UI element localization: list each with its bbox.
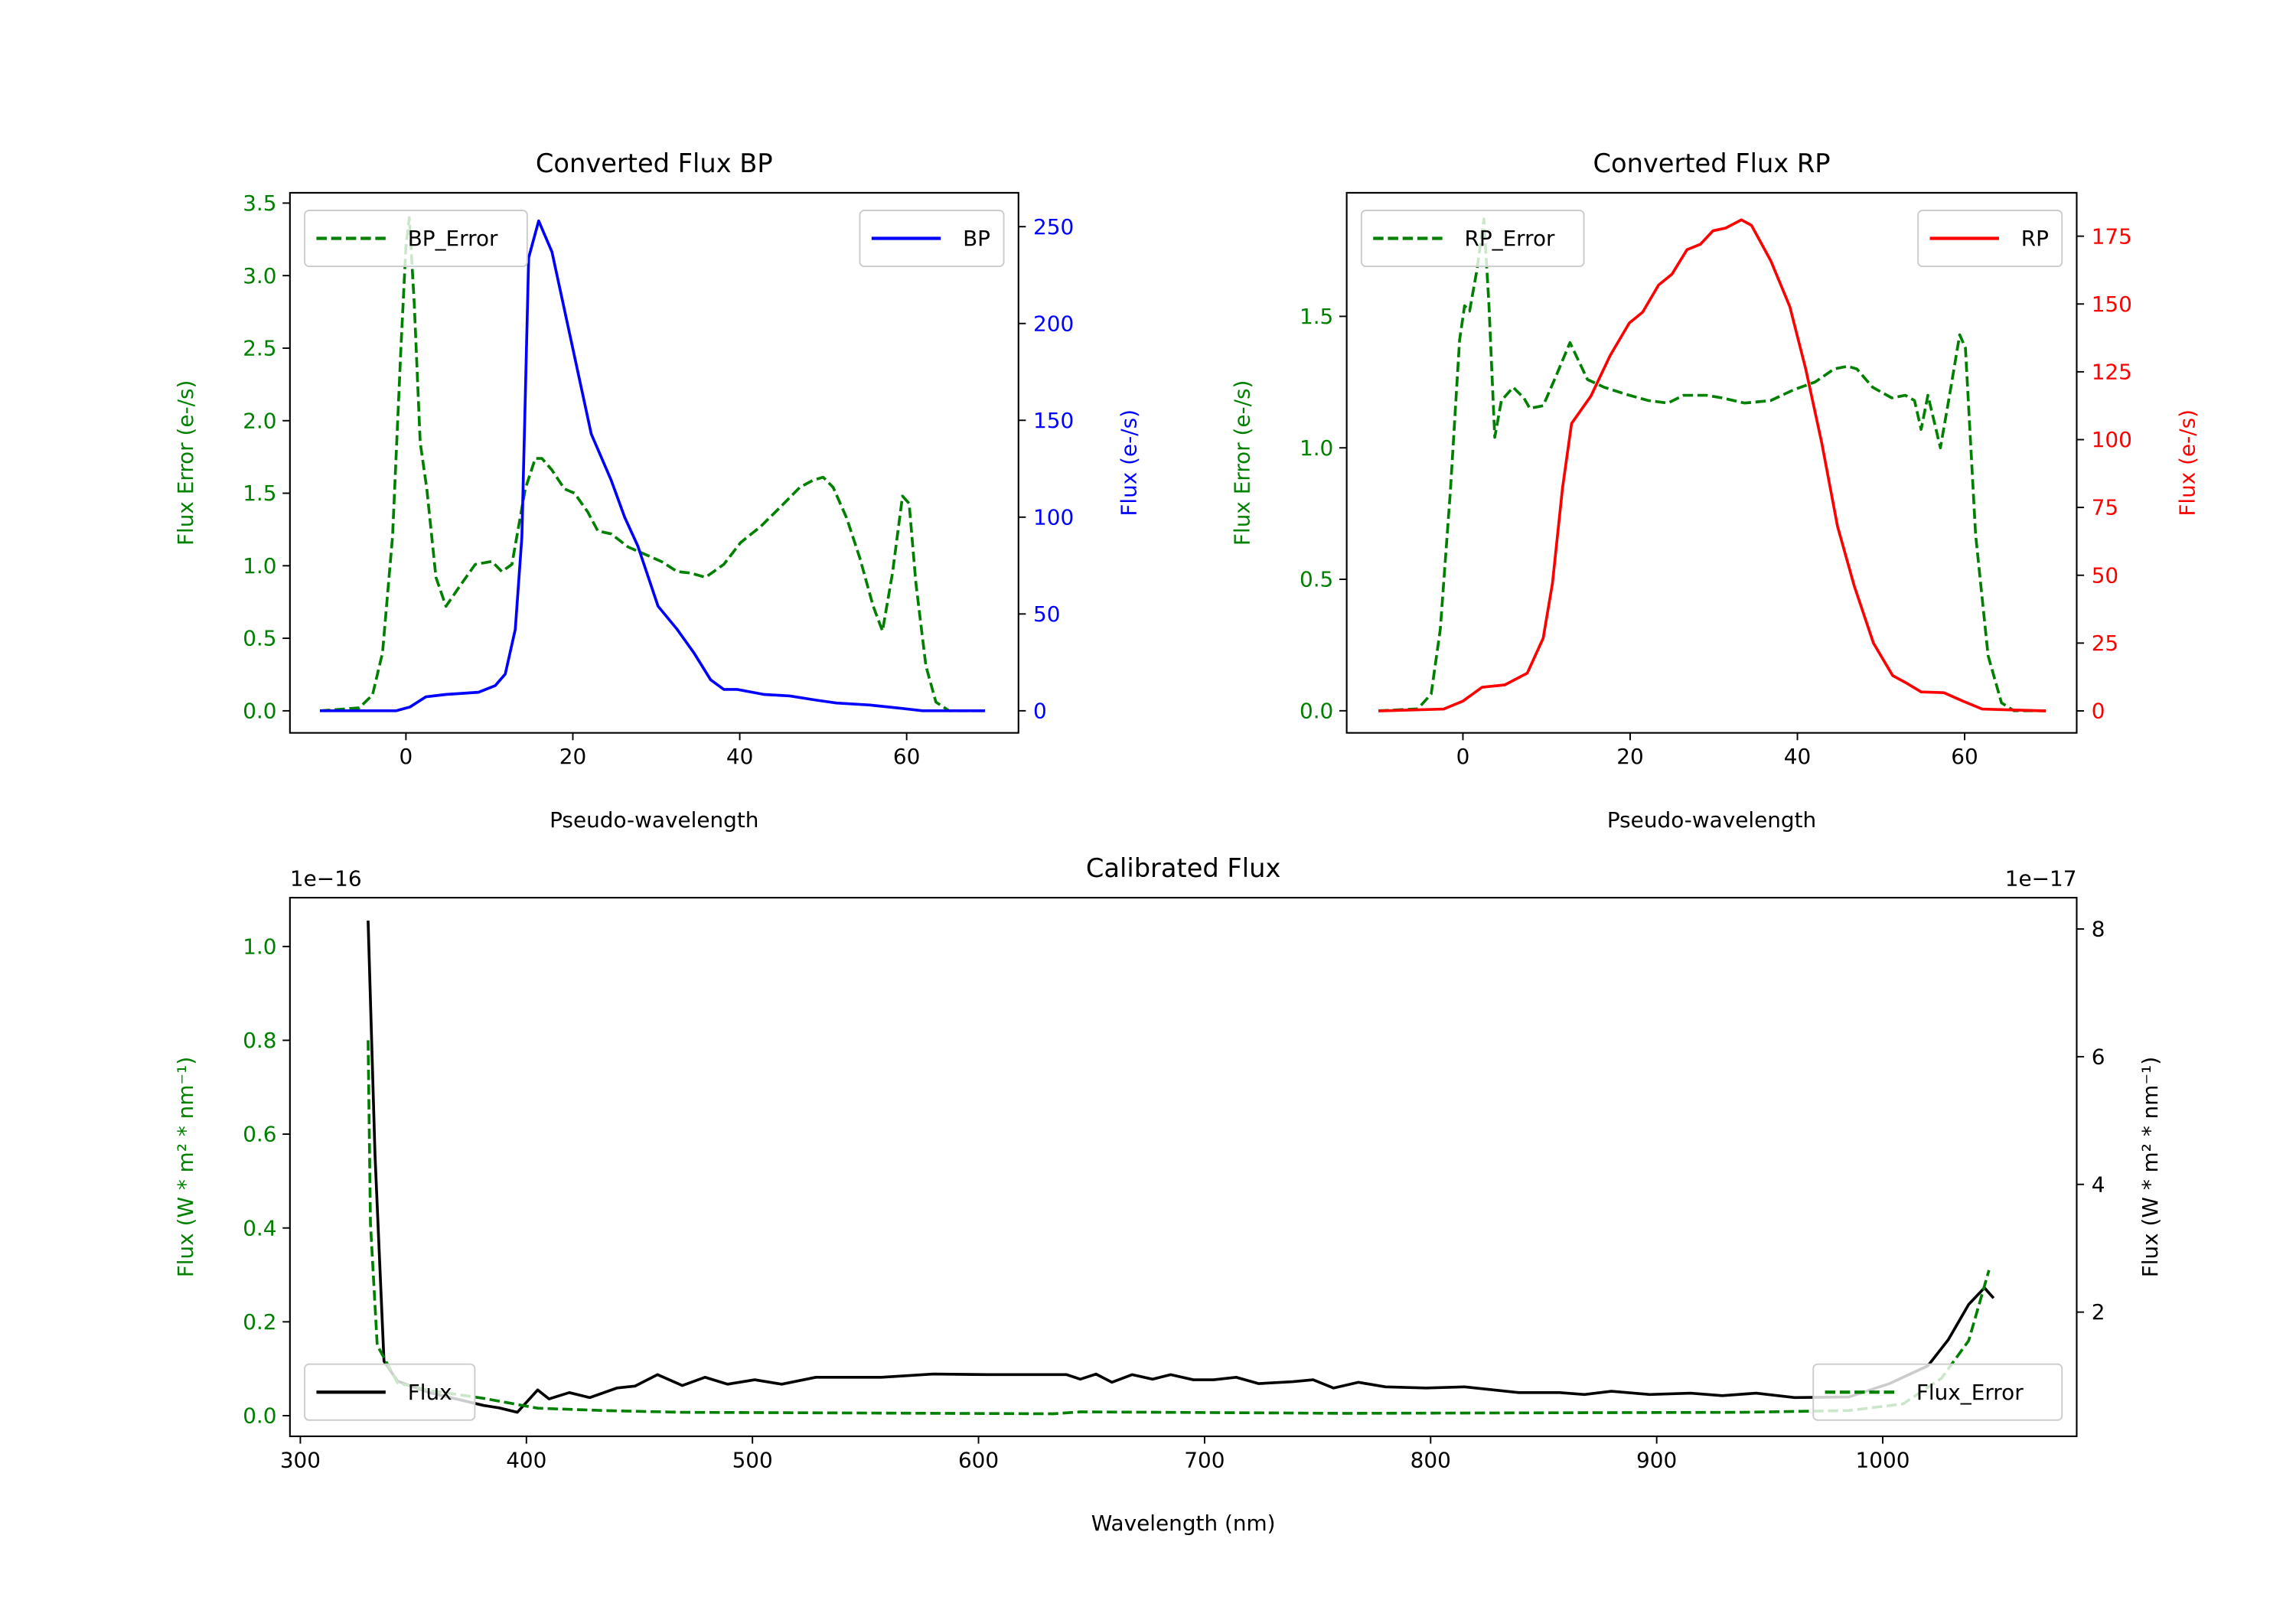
- right-y-tick-label: 0: [2092, 699, 2105, 724]
- right-y-tick-label: 50: [1033, 601, 1060, 627]
- right-y-tick-label: 150: [2092, 292, 2132, 317]
- left-y-tick-label: 2.5: [243, 336, 276, 361]
- legend-box: [304, 1363, 476, 1421]
- legend-label: RP_Error: [1464, 226, 1555, 251]
- x-tick-label: 0: [1456, 744, 1470, 769]
- legend-label: BP: [963, 226, 990, 251]
- legend-label: BP_Error: [408, 226, 498, 251]
- chart-title: Converted Flux RP: [1593, 148, 1831, 178]
- left-y-tick-label: 1.5: [243, 481, 276, 506]
- x-tick-label: 0: [400, 744, 413, 769]
- right-y-axis-label: Flux (W * m² * nm⁻¹): [2138, 1057, 2163, 1277]
- right-y-tick-label: 8: [2092, 917, 2105, 942]
- x-axis-label: Wavelength (nm): [1091, 1511, 1276, 1536]
- series-line-bp: [320, 219, 986, 712]
- right-offset-text: 1e−17: [2005, 866, 2077, 892]
- series-line-rp: [1378, 218, 2047, 712]
- x-tick-label: 600: [958, 1447, 999, 1472]
- x-axis-label: Pseudo-wavelength: [550, 807, 758, 833]
- legend-label: RP: [2021, 226, 2049, 251]
- right-y-tick-label: 50: [2092, 562, 2118, 588]
- right-y-tick-label: 0: [1033, 698, 1047, 723]
- legend-bp: BP: [859, 210, 1005, 268]
- left-y-axis-label: Flux (W * m² * nm⁻¹): [173, 1057, 198, 1277]
- x-tick-label: 60: [1951, 744, 1978, 769]
- left-y-axis-label: Flux Error (e-/s): [1230, 380, 1255, 546]
- legend-bp-error: BP_Error: [304, 210, 528, 268]
- left-y-tick-label: 0.0: [243, 1403, 276, 1429]
- legend-label: Flux_Error: [1916, 1380, 2024, 1405]
- x-tick-label: 20: [559, 744, 586, 769]
- legend-flux-error: Flux_Error: [1812, 1363, 2063, 1421]
- x-tick-label: 700: [1184, 1447, 1225, 1472]
- left-y-tick-label: 3.5: [243, 191, 276, 216]
- left-y-tick-label: 0.8: [243, 1028, 276, 1053]
- axes-frame: [289, 897, 2078, 1437]
- right-y-tick-label: 125: [2092, 359, 2132, 384]
- left-y-tick-label: 0.0: [1300, 698, 1333, 723]
- x-tick-label: 800: [1411, 1447, 1451, 1472]
- right-y-tick-label: 150: [1033, 408, 1074, 433]
- x-tick-label: 900: [1636, 1447, 1677, 1472]
- chart-title: Converted Flux BP: [536, 148, 773, 178]
- left-y-tick-label: 0.0: [243, 698, 276, 723]
- bp-chart: 0 20 40 60 0.0 0.5 1.0 1.5 2.0 2.5 3.0 3.5 0 50 100 150…: [173, 148, 1142, 833]
- legend-rp-error: RP_Error: [1360, 210, 1585, 268]
- left-y-tick-label: 0.2: [243, 1309, 276, 1335]
- calibrated-chart: 300 400 500 600 700 800 900 1000 0.0 0.2 0.4 0.6 0.8…: [173, 853, 2163, 1536]
- chart-title: Calibrated Flux: [1086, 853, 1280, 883]
- x-tick-label: 400: [506, 1447, 546, 1472]
- right-y-tick-label: 200: [1033, 311, 1074, 336]
- legend-label: Flux: [408, 1380, 452, 1405]
- legend-box: [1360, 210, 1585, 268]
- left-y-tick-label: 1.0: [243, 553, 276, 579]
- right-y-tick-label: 100: [2092, 427, 2132, 452]
- right-y-tick-label: 175: [2092, 223, 2132, 249]
- legend-box: [1812, 1363, 2063, 1421]
- left-y-axis-label: Flux Error (e-/s): [173, 380, 198, 546]
- left-y-tick-label: 1.5: [1300, 304, 1333, 329]
- axes-frame: [289, 191, 1019, 734]
- x-tick-label: 1000: [1856, 1447, 1910, 1472]
- right-y-tick-label: 6: [2092, 1044, 2105, 1069]
- x-tick-label: 500: [732, 1447, 773, 1472]
- series-line-flux: [367, 921, 1995, 1414]
- left-y-tick-label: 0.6: [243, 1122, 276, 1147]
- legend-rp: RP: [1917, 210, 2063, 268]
- legend-flux: Flux: [304, 1363, 476, 1421]
- right-y-axis-label: Flux (e-/s): [1117, 409, 1142, 517]
- left-y-tick-label: 0.5: [243, 626, 276, 651]
- series-line-bp-error: [319, 216, 986, 712]
- right-y-tick-label: 250: [1033, 214, 1074, 240]
- x-tick-label: 60: [893, 744, 920, 769]
- left-y-tick-label: 0.5: [1300, 567, 1333, 592]
- x-tick-label: 40: [1784, 744, 1811, 769]
- x-tick-label: 300: [280, 1447, 321, 1472]
- right-y-tick-label: 75: [2092, 495, 2118, 520]
- left-offset-text: 1e−16: [290, 866, 362, 892]
- right-y-axis-label: Flux (e-/s): [2174, 409, 2200, 517]
- series-line-flux-error: [367, 1040, 1991, 1416]
- left-y-tick-label: 1.0: [1300, 435, 1333, 461]
- legend-box: [304, 210, 528, 268]
- series-line-rp-error: [1378, 217, 2047, 712]
- left-y-tick-label: 0.4: [243, 1215, 276, 1240]
- right-y-tick-label: 100: [1033, 504, 1074, 530]
- left-y-tick-label: 1.0: [243, 934, 276, 959]
- x-tick-label: 20: [1616, 744, 1643, 769]
- right-y-tick-label: 4: [2092, 1172, 2105, 1197]
- rp-chart: 0 20 40 60 0.0 0.5 1.0 1.5 0 25 50 75 100 125 150 175 Co…: [1230, 148, 2200, 833]
- left-y-tick-label: 2.0: [243, 408, 276, 433]
- x-axis-label: Pseudo-wavelength: [1607, 807, 1816, 833]
- left-y-tick-label: 3.0: [243, 263, 276, 288]
- axes-frame: [1345, 191, 2078, 734]
- right-y-tick-label: 25: [2092, 631, 2118, 656]
- right-y-tick-label: 2: [2092, 1299, 2105, 1325]
- x-tick-label: 40: [726, 744, 753, 769]
